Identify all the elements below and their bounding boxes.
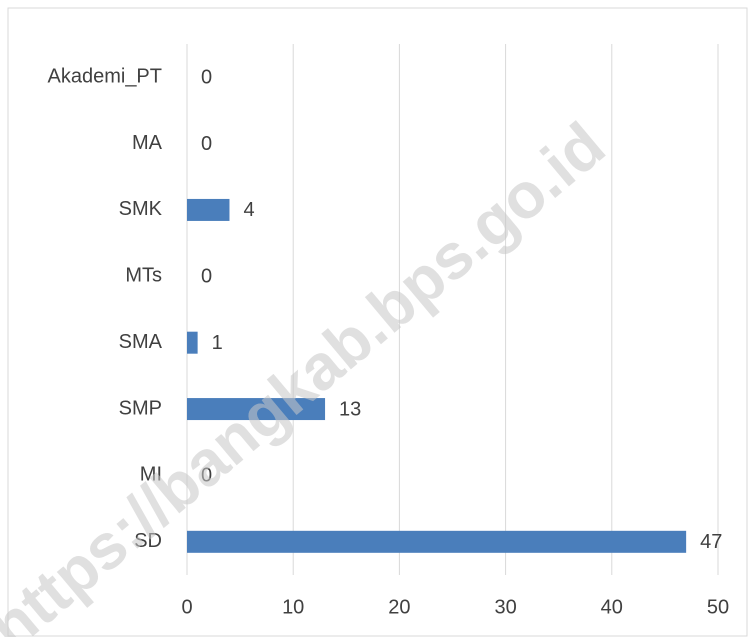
x-tick-label: 50 bbox=[707, 596, 729, 618]
x-tick-label: 20 bbox=[388, 596, 410, 618]
value-label: 0 bbox=[201, 465, 212, 487]
y-tick-label: SMK bbox=[119, 198, 163, 220]
bar bbox=[187, 398, 326, 421]
value-label: 47 bbox=[700, 531, 722, 553]
value-label: 4 bbox=[243, 199, 254, 221]
value-label: 0 bbox=[201, 66, 212, 88]
y-tick-label: MTs bbox=[125, 265, 162, 287]
x-tick-label: 40 bbox=[601, 596, 623, 618]
bar bbox=[187, 331, 198, 354]
value-label: 0 bbox=[201, 266, 212, 288]
y-tick-label: Akademi_PT bbox=[48, 65, 163, 87]
y-tick-label: SMP bbox=[119, 397, 162, 419]
y-tick-label: MA bbox=[132, 132, 163, 154]
x-tick-label: 30 bbox=[494, 596, 516, 618]
value-label: 1 bbox=[212, 332, 223, 354]
y-tick-label: SD bbox=[134, 530, 162, 552]
y-tick-label: MI bbox=[140, 464, 162, 486]
bar bbox=[187, 530, 687, 553]
x-tick-label: 10 bbox=[282, 596, 304, 618]
value-label: 0 bbox=[201, 133, 212, 155]
plot-area: 0 10 20 30 40 50 Akademi_PT 0 MA 0 SMK 4 MTs 0 SMA 1 SMP… bbox=[48, 44, 729, 618]
value-label: 13 bbox=[339, 398, 361, 420]
x-tick-label: 0 bbox=[181, 596, 192, 618]
y-tick-label: SMA bbox=[119, 331, 163, 353]
bar bbox=[187, 198, 230, 221]
